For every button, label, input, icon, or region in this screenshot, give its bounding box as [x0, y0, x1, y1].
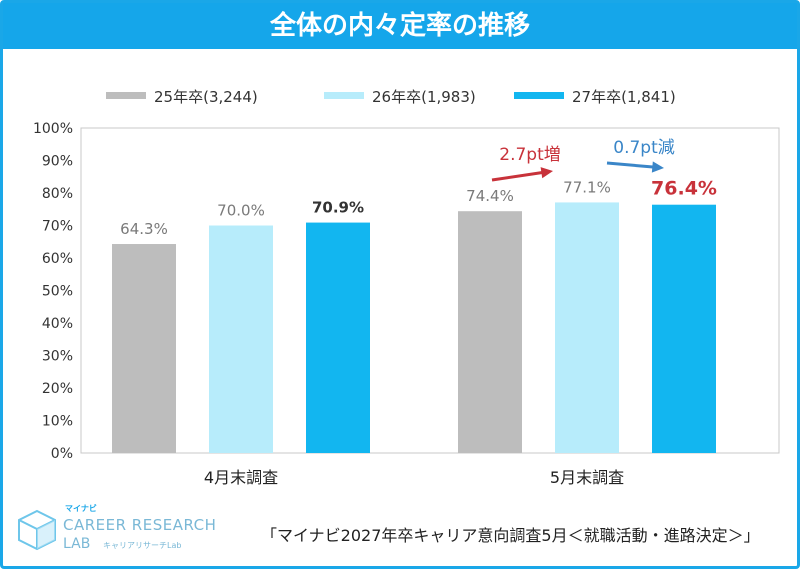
annotation-decrease: 0.7pt減 [613, 138, 675, 158]
bar [209, 225, 273, 453]
y-tick-label: 100% [33, 121, 73, 137]
legend-label: 25年卒(3,244) [154, 88, 258, 106]
plot-border [80, 127, 780, 454]
bar [306, 222, 370, 453]
x-category-label: 5月末調査 [550, 468, 624, 487]
data-label: 76.4% [651, 178, 717, 200]
legend-swatch [514, 92, 564, 99]
annotation-increase: 2.7pt増 [499, 145, 561, 165]
bar [652, 204, 716, 453]
cube-logo-icon [18, 509, 56, 551]
legend-swatch [324, 92, 364, 99]
legend-label: 26年卒(1,983) [372, 88, 476, 106]
chart-title: 全体の内々定率の推移 [269, 11, 530, 41]
data-label: 70.9% [312, 199, 364, 217]
y-tick-label: 40% [42, 316, 73, 332]
y-tick-label: 30% [42, 349, 73, 365]
y-tick-label: 50% [42, 284, 73, 300]
y-tick-label: 20% [42, 381, 73, 397]
y-tick-label: 70% [42, 219, 73, 235]
plot-area: 0% 10% 20% 30% 40% 50% 60% 70% 80% 90% 100% 64.3% 74… [33, 121, 780, 487]
logo-sub-text: LAB [63, 536, 91, 552]
title-bar: 全体の内々定率の推移 [3, 3, 797, 49]
increase-arrow-head [540, 167, 553, 179]
data-label: 74.4% [466, 187, 514, 205]
data-label: 70.0% [217, 202, 265, 220]
decrease-arrow [606, 161, 657, 169]
y-tick-label: 10% [42, 414, 73, 430]
decrease-arrow-head [651, 161, 664, 173]
legend-label: 27年卒(1,841) [572, 88, 676, 106]
legend-swatch [106, 92, 146, 99]
increase-arrow [491, 170, 546, 182]
bar [458, 211, 522, 453]
bar [555, 202, 619, 453]
data-label: 77.1% [563, 178, 611, 196]
legend: 25年卒(3,244) 26年卒(1,983) 27年卒(1,841) [106, 88, 676, 106]
annotations: 2.7pt増 0.7pt減 [491, 138, 675, 182]
bar-chart: 25年卒(3,244) 26年卒(1,983) 27年卒(1,841) 0% 10% 2… [33, 88, 780, 487]
career-research-lab-logo: マイナビ CAREER RESEARCH LAB キャリアリサーチLab [17, 501, 217, 561]
y-tick-label: 0% [51, 446, 73, 462]
source-note: 「マイナビ2027年卒キャリア意向調査5月＜就職活動・進路決定＞」 [261, 526, 760, 545]
bar [112, 244, 176, 453]
data-label: 64.3% [120, 220, 168, 238]
y-tick-label: 80% [42, 186, 73, 202]
x-category-label: 4月末調査 [204, 468, 278, 487]
y-tick-label: 60% [42, 251, 73, 267]
logo-sub-text-2: キャリアリサーチLab [103, 541, 182, 550]
logo-brand-text: マイナビ [65, 504, 97, 513]
logo-main-text: CAREER RESEARCH [63, 516, 217, 534]
y-tick-label: 90% [42, 154, 73, 170]
